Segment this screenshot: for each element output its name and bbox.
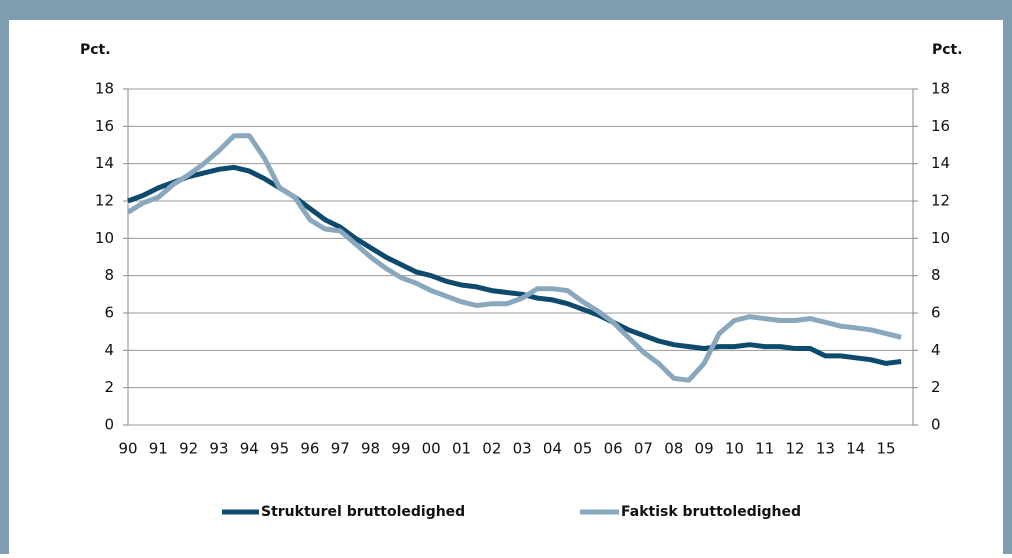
legend-label: Strukturel bruttoledighed [261, 504, 465, 520]
y-tick-label: 14 [95, 154, 114, 172]
x-tick-label: 95 [270, 440, 289, 458]
x-tick-label: 09 [695, 440, 714, 458]
y2-tick-label: 0 [931, 416, 941, 434]
x-tick-label: 98 [361, 440, 380, 458]
y-tick-label: 0 [104, 416, 114, 434]
x-tick-label: 04 [543, 440, 562, 458]
x-tick-label: 92 [179, 440, 198, 458]
x-tick-label: 01 [452, 440, 471, 458]
x-tick-label: 07 [634, 440, 653, 458]
x-tick-label: 15 [876, 440, 895, 458]
x-tick-label: 05 [573, 440, 592, 458]
x-tick-label: 00 [422, 440, 441, 458]
y-tick-label: 8 [104, 266, 114, 284]
y2-tick-label: 14 [931, 154, 950, 172]
y2-tick-label: 4 [931, 341, 941, 359]
x-tick-label: 10 [725, 440, 744, 458]
left-border [0, 0, 9, 554]
x-tick-label: 96 [300, 440, 319, 458]
x-tick-label: 03 [513, 440, 532, 458]
y-tick-label: 6 [104, 304, 114, 322]
y-tick-label: 10 [95, 229, 114, 247]
x-tick-label: 99 [391, 440, 410, 458]
x-tick-label: 97 [331, 440, 350, 458]
x-tick-label: 08 [664, 440, 683, 458]
y2-tick-label: 2 [931, 378, 941, 396]
x-tick-label: 90 [118, 440, 137, 458]
y-axis-label: Pct. [80, 42, 111, 58]
x-tick-label: 02 [482, 440, 501, 458]
x-tick-label: 11 [755, 440, 774, 458]
legend-label: Faktisk bruttoledighed [621, 504, 801, 520]
top-band [0, 0, 1012, 20]
y-tick-label: 2 [104, 378, 114, 396]
y2-tick-label: 16 [931, 117, 950, 135]
x-tick-label: 94 [240, 440, 259, 458]
y2-tick-label: 12 [931, 192, 950, 210]
x-tick-label: 13 [816, 440, 835, 458]
y2-tick-label: 8 [931, 266, 941, 284]
y-tick-label: 16 [95, 117, 114, 135]
series-line [127, 164, 902, 366]
series-line [126, 133, 902, 383]
y2-axis-label: Pct. [932, 42, 963, 58]
y2-tick-label: 6 [931, 304, 941, 322]
y2-tick-label: 10 [931, 229, 950, 247]
y-tick-label: 12 [95, 192, 114, 210]
x-tick-label: 93 [209, 440, 228, 458]
y-tick-label: 4 [104, 341, 114, 359]
x-tick-label: 12 [785, 440, 804, 458]
y2-tick-label: 18 [931, 80, 950, 98]
x-tick-label: 14 [846, 440, 865, 458]
x-tick-label: 06 [604, 440, 623, 458]
right-border [1003, 0, 1012, 554]
x-tick-label: 91 [149, 440, 168, 458]
y-tick-label: 18 [95, 80, 114, 98]
